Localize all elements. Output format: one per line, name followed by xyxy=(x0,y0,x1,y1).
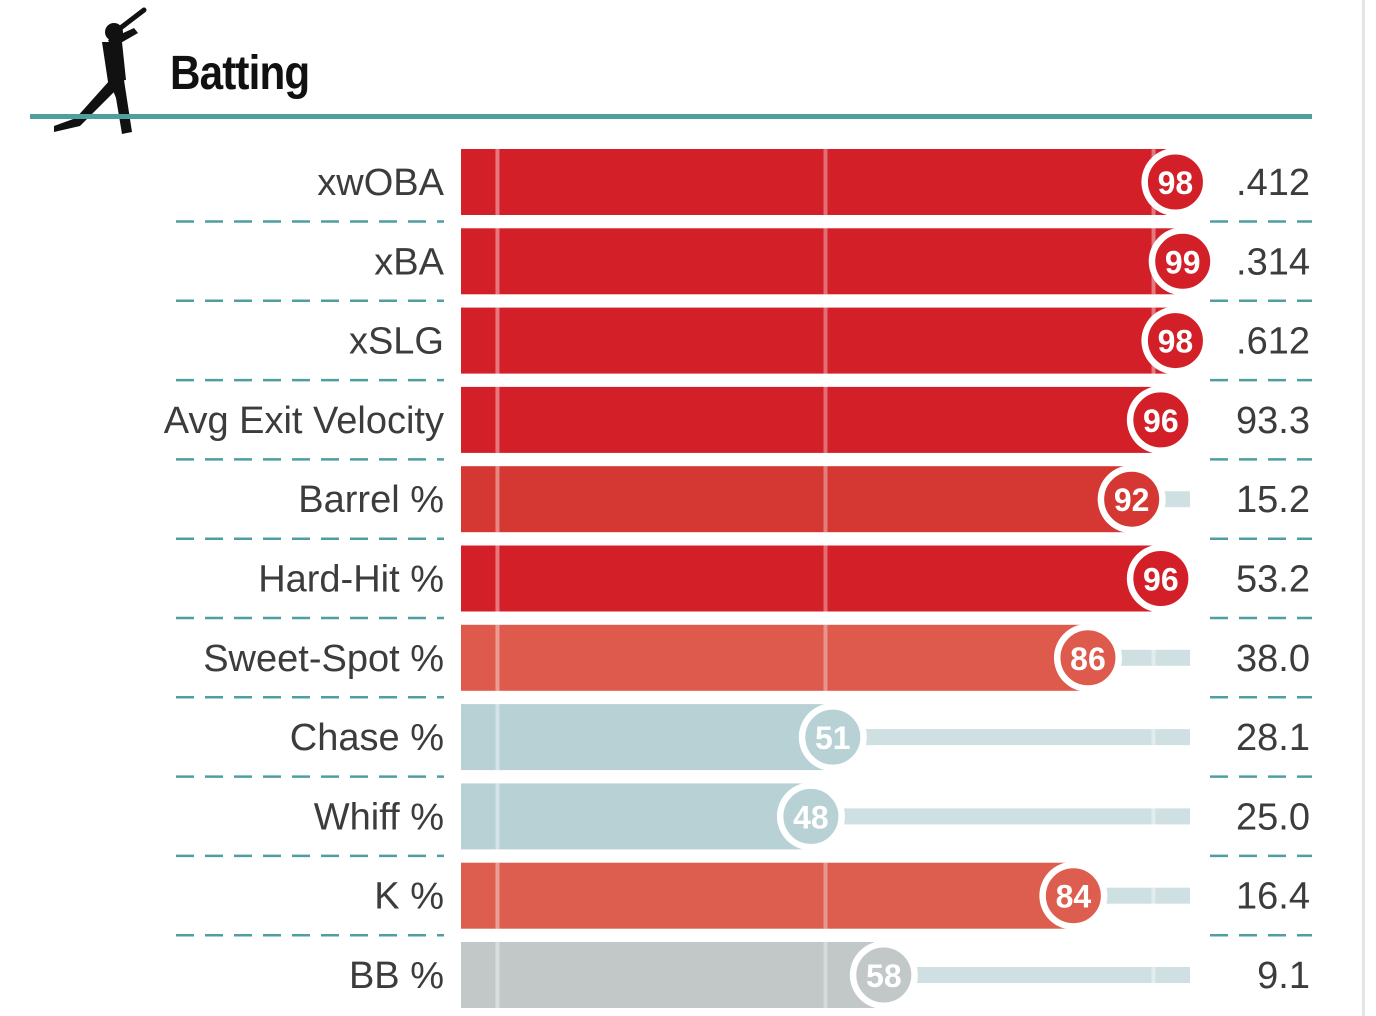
percentile-badge xyxy=(853,944,915,1006)
metric-label-whiff: Whiff % xyxy=(314,796,444,838)
percentile-badge-value: 48 xyxy=(793,799,829,835)
metric-value-sweet-spot: 38.0 xyxy=(1236,638,1310,680)
metric-row: xBA 99 .314 xyxy=(176,227,1312,303)
gridline xyxy=(823,307,828,374)
metric-value-xba: .314 xyxy=(1236,241,1310,283)
metric-label-xwoba: xwOBA xyxy=(317,162,444,204)
percentile-badge xyxy=(1101,468,1163,530)
gridline xyxy=(1151,704,1156,771)
metric-row: Chase % 51 28.1 xyxy=(176,703,1312,778)
gridline xyxy=(495,704,500,771)
metric-row: K % 84 16.4 xyxy=(176,861,1312,937)
gridline xyxy=(1151,862,1156,929)
gridline xyxy=(495,307,500,374)
percentile-bar-hard-hit xyxy=(461,545,1161,612)
metric-value-whiff: 25.0 xyxy=(1236,796,1310,838)
gridline xyxy=(495,466,500,533)
percentile-bar-avg-exit-velocity xyxy=(461,386,1161,453)
gridline xyxy=(495,228,500,295)
gridline xyxy=(823,942,828,1008)
gridline xyxy=(1151,942,1156,1008)
percentile-bar-k xyxy=(461,862,1074,929)
metric-label-sweet-spot: Sweet-Spot % xyxy=(203,638,444,680)
gridline xyxy=(495,942,500,1008)
gridline xyxy=(495,149,500,215)
metric-row: Barrel % 92 15.2 xyxy=(176,465,1312,540)
metric-value-avg-exit-velocity: 93.3 xyxy=(1236,400,1310,442)
metric-value-xslg: .612 xyxy=(1236,321,1310,363)
percentile-badge-value: 99 xyxy=(1165,244,1201,280)
metric-label-avg-exit-velocity: Avg Exit Velocity xyxy=(164,400,444,442)
percentile-badge-value: 58 xyxy=(866,958,902,994)
metric-row: BB % 58 9.1 xyxy=(349,941,1310,1009)
gridline xyxy=(823,149,828,215)
metric-value-barrel: 15.2 xyxy=(1236,479,1310,521)
gridline xyxy=(495,545,500,612)
percentile-badge-value: 86 xyxy=(1070,641,1106,677)
right-border xyxy=(1362,0,1365,1016)
percentile-badge xyxy=(802,706,864,768)
metric-label-barrel: Barrel % xyxy=(298,479,444,521)
percentile-bar-bb xyxy=(461,942,884,1008)
metric-label-bb: BB % xyxy=(349,955,444,997)
percentile-badge xyxy=(1144,151,1206,213)
gridline xyxy=(495,386,500,453)
percentile-bar-barrel xyxy=(461,466,1132,533)
percentile-bar-xba xyxy=(461,228,1183,295)
percentile-badge xyxy=(1144,310,1206,372)
gridline xyxy=(495,783,500,850)
percentile-badge xyxy=(1130,548,1192,609)
percentile-badge xyxy=(780,785,842,847)
percentile-bar-whiff xyxy=(461,783,811,850)
metric-label-xba: xBA xyxy=(374,241,444,283)
percentile-badge xyxy=(1042,865,1104,927)
percentile-badge-value: 98 xyxy=(1158,165,1194,201)
metric-row: xSLG 98 .612 xyxy=(176,306,1312,382)
section-title: Batting xyxy=(170,47,310,100)
batter-silhouette-icon xyxy=(54,7,147,134)
percentile-bar-xslg xyxy=(461,307,1176,374)
gridline xyxy=(1151,624,1156,691)
gridline xyxy=(495,862,500,929)
title-underline xyxy=(30,114,1312,119)
metric-label-xslg: xSLG xyxy=(349,321,444,363)
metric-value-hard-hit: 53.2 xyxy=(1236,559,1310,601)
percentile-bar-chase xyxy=(461,704,833,771)
metric-row: xwOBA 98 .412 xyxy=(176,148,1312,223)
percentile-bar-xwoba xyxy=(461,149,1176,215)
metric-row: Hard-Hit % 96 53.2 xyxy=(176,544,1312,620)
metric-row: Sweet-Spot % 86 38.0 xyxy=(176,623,1312,699)
percentile-badge-value: 51 xyxy=(815,720,851,756)
metric-value-xwoba: .412 xyxy=(1236,162,1310,204)
gridline xyxy=(823,624,828,691)
gridline xyxy=(823,386,828,453)
percentile-badge-value: 98 xyxy=(1158,324,1194,360)
gridline xyxy=(823,862,828,929)
gridline xyxy=(823,466,828,533)
metric-value-k: 16.4 xyxy=(1236,876,1310,918)
metric-value-bb: 9.1 xyxy=(1257,955,1310,997)
gridline xyxy=(823,228,828,295)
percentile-badge xyxy=(1057,627,1119,689)
metric-row: Avg Exit Velocity 96 93.3 xyxy=(164,385,1312,461)
gridline xyxy=(1151,783,1156,850)
section-header: Batting xyxy=(30,0,1312,134)
metric-label-k: K % xyxy=(374,876,444,918)
percentile-bar-sweet-spot xyxy=(461,624,1088,691)
percentile-badge-value: 92 xyxy=(1114,482,1150,518)
metric-label-hard-hit: Hard-Hit % xyxy=(258,559,444,601)
percentile-badge-value: 96 xyxy=(1143,562,1179,598)
percentile-badge xyxy=(1130,389,1192,451)
metric-label-chase: Chase % xyxy=(290,717,444,759)
percentile-badge-value: 84 xyxy=(1056,879,1092,915)
gridline xyxy=(495,624,500,691)
percentile-badge xyxy=(1152,230,1214,292)
metric-row: Whiff % 48 25.0 xyxy=(176,782,1312,858)
metric-value-chase: 28.1 xyxy=(1236,717,1310,759)
percentile-badge-value: 96 xyxy=(1143,403,1179,439)
gridline xyxy=(823,545,828,612)
